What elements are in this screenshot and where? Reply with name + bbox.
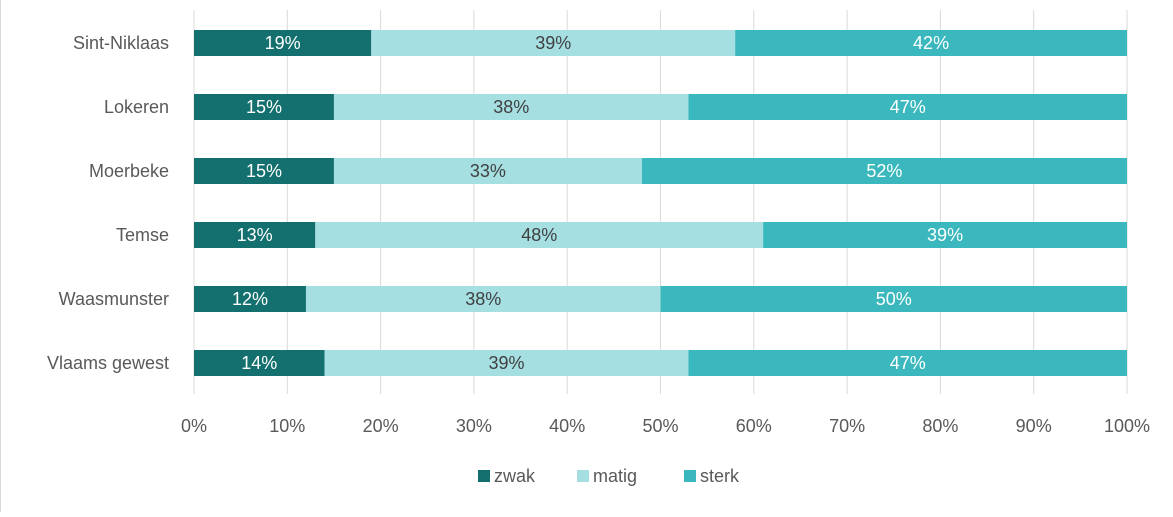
x-tick-label: 40% [549, 416, 585, 436]
data-label-zwak: 15% [246, 161, 282, 181]
x-tick-label: 30% [456, 416, 492, 436]
legend-swatch-zwak [478, 470, 490, 482]
bar-layer [194, 30, 1127, 376]
grid-layer [193, 10, 1128, 394]
data-label-matig: 38% [465, 289, 501, 309]
bar-segment-zwak [194, 158, 334, 184]
legend-swatch-sterk [684, 470, 696, 482]
data-label-zwak: 13% [237, 225, 273, 245]
x-tick-label: 70% [829, 416, 865, 436]
bar-segment-sterk [660, 286, 1127, 312]
data-label-sterk: 47% [890, 353, 926, 373]
category-label: Lokeren [104, 97, 169, 117]
x-tick-label: 50% [642, 416, 678, 436]
data-label-sterk: 52% [866, 161, 902, 181]
x-tick-label: 0% [181, 416, 207, 436]
x-tick-label: 80% [922, 416, 958, 436]
legend: zwak matig sterk [478, 466, 740, 486]
bar-segment-sterk [641, 158, 1127, 184]
legend-label-matig: matig [593, 466, 637, 486]
data-label-zwak: 12% [232, 289, 268, 309]
data-label-matig: 39% [489, 353, 525, 373]
data-label-sterk: 42% [913, 33, 949, 53]
legend-label-zwak: zwak [494, 466, 536, 486]
data-label-sterk: 50% [876, 289, 912, 309]
x-tick-label: 100% [1104, 416, 1150, 436]
x-tick-label: 20% [363, 416, 399, 436]
label-layer: 19% 39% 42% 15% 38% 47% 15% 33% 52% 13% 48% 39% 12% 3… [232, 33, 963, 373]
data-label-matig: 33% [470, 161, 506, 181]
bar-segment-sterk [688, 94, 1127, 120]
bar-segment-matig [315, 222, 764, 248]
bar-segment-zwak [194, 286, 306, 312]
data-label-zwak: 19% [265, 33, 301, 53]
category-label: Waasmunster [59, 289, 169, 309]
bar-segment-zwak [194, 350, 325, 376]
x-tick-label: 10% [269, 416, 305, 436]
data-label-sterk: 39% [927, 225, 963, 245]
bar-segment-sterk [763, 222, 1127, 248]
bar-segment-matig [333, 158, 642, 184]
data-label-sterk: 47% [890, 97, 926, 117]
bar-segment-sterk [688, 350, 1127, 376]
data-label-matig: 38% [493, 97, 529, 117]
category-label: Temse [116, 225, 169, 245]
data-label-matig: 39% [535, 33, 571, 53]
bar-segment-zwak [194, 94, 334, 120]
bar-segment-matig [324, 350, 689, 376]
data-label-zwak: 14% [241, 353, 277, 373]
x-tick-label: 60% [736, 416, 772, 436]
bar-segment-matig [371, 30, 736, 56]
x-tick-label: 90% [1016, 416, 1052, 436]
legend-label-sterk: sterk [700, 466, 740, 486]
data-label-matig: 48% [521, 225, 557, 245]
bar-segment-sterk [735, 30, 1127, 56]
bar-segment-zwak [194, 30, 372, 56]
legend-swatch-matig [577, 470, 589, 482]
axis-layer: 0% 10% 20% 30% 40% 50% 60% 70% 80% 90% 100% Sint-Ni… [47, 33, 1150, 436]
category-label: Moerbeke [89, 161, 169, 181]
data-label-zwak: 15% [246, 97, 282, 117]
bar-segment-zwak [194, 222, 316, 248]
bar-segment-matig [305, 286, 661, 312]
category-label: Sint-Niklaas [73, 33, 169, 53]
bar-segment-matig [333, 94, 689, 120]
category-label: Vlaams gewest [47, 353, 169, 373]
